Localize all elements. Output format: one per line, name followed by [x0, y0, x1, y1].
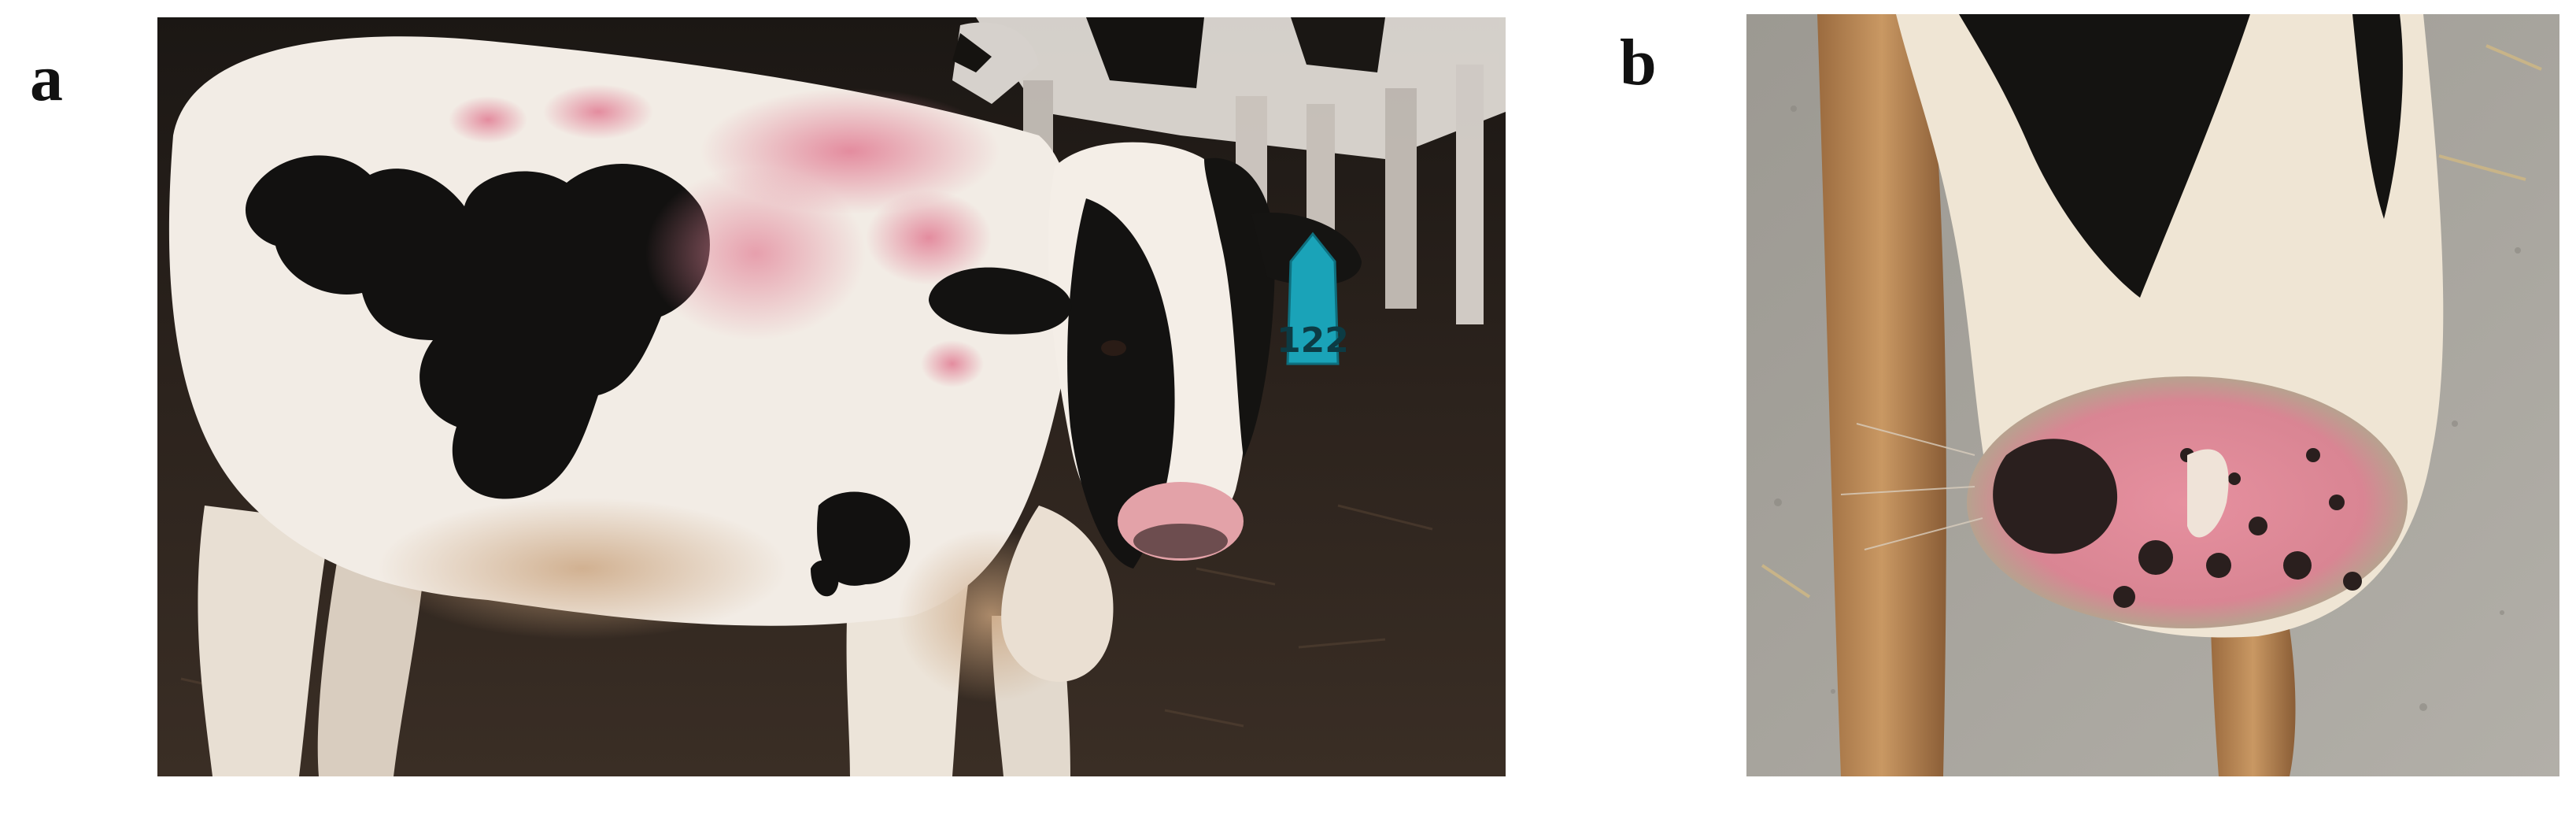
left-leg [1817, 14, 1946, 776]
calf [168, 36, 1362, 776]
panel-label-b: b [1620, 26, 1657, 99]
straw-pieces [1761, 44, 2542, 598]
head-black-patch [1959, 14, 2250, 298]
right-leg [2211, 628, 2296, 776]
muzzle-closeup-scene [1746, 14, 2559, 776]
ear-tag-number: 122 [1277, 320, 1349, 361]
panel-label-a: a [30, 42, 63, 115]
calf-barn-scene: 122 [157, 17, 1506, 776]
whiskers [1840, 423, 1983, 550]
muzzle-lesions [1993, 439, 2362, 608]
photo-muzzle-closeup [1746, 14, 2559, 776]
nostril-flap [2187, 449, 2229, 538]
floor-speckles [1774, 106, 2521, 711]
photo-calf-barn: 122 [157, 17, 1506, 776]
ear-tag: 122 [1277, 232, 1349, 365]
